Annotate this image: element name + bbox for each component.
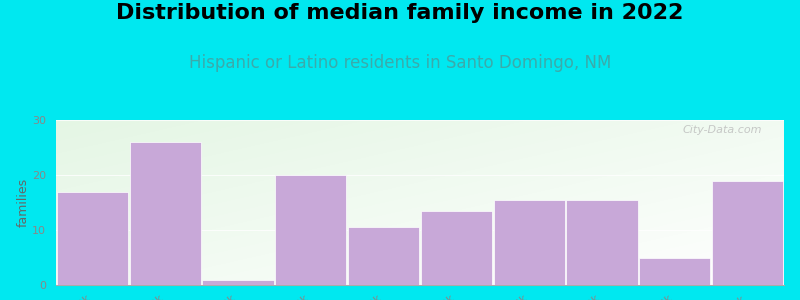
Bar bbox=[421, 211, 492, 285]
Bar bbox=[57, 191, 128, 285]
Bar bbox=[712, 181, 783, 285]
Bar bbox=[348, 227, 419, 285]
Bar bbox=[639, 257, 710, 285]
Bar bbox=[566, 200, 638, 285]
Y-axis label: families: families bbox=[16, 178, 30, 227]
Bar bbox=[275, 175, 346, 285]
Bar bbox=[202, 280, 274, 285]
Bar bbox=[494, 200, 565, 285]
Text: Hispanic or Latino residents in Santo Domingo, NM: Hispanic or Latino residents in Santo Do… bbox=[189, 54, 611, 72]
Bar bbox=[130, 142, 201, 285]
Text: City-Data.com: City-Data.com bbox=[682, 125, 762, 135]
Text: Distribution of median family income in 2022: Distribution of median family income in … bbox=[116, 3, 684, 23]
